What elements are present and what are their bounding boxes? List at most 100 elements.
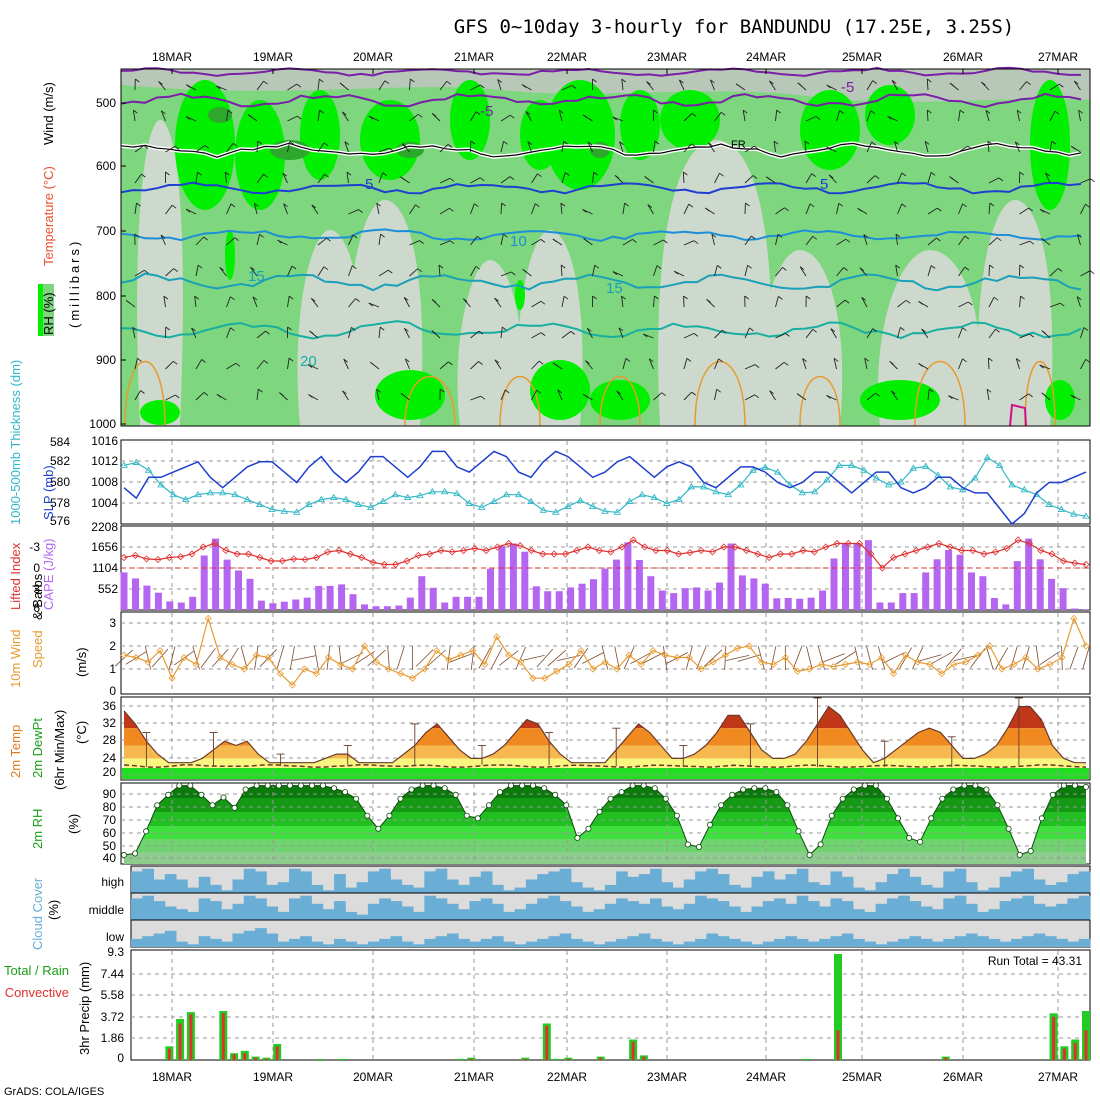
wind-barb-flag [352,265,357,270]
cloud-bar-middle [920,906,933,920]
cloud-bar-low [289,938,301,947]
rh-line [123,785,1087,856]
li-marker [165,553,173,562]
wind-barb-flag [565,172,570,176]
wind-barb-flag [693,240,699,245]
cloud-bar-high [243,868,256,893]
cloud-bar-low [232,933,245,947]
thickness-marker [847,461,856,468]
wind-barb [714,389,718,401]
wind10-barb [367,649,386,667]
cloud-bar-low [1022,936,1034,947]
rh-marker [441,785,448,792]
rh-marker [275,782,282,789]
wind-barb-flag [560,264,566,269]
cloud-cover-panel: high middle low Cloud Cover (%) [30,865,1091,950]
wind-barb [653,295,655,308]
wind-barb-flag [137,357,142,362]
date-label-top: 23MAR [647,50,687,64]
cape-bar [979,576,987,610]
wind-barb-flag [859,267,865,272]
tick-label: 3.72 [101,1010,125,1024]
cape-bar [429,587,437,610]
wind-barb [775,361,785,370]
wind-barb-flag [927,109,932,114]
rh-marker [463,812,470,819]
wind-barb [439,144,449,153]
cloud-bar-high [322,890,335,893]
wind-barb [500,114,511,122]
cloud-bar-middle [841,901,854,920]
wind-barb-flag [1060,302,1065,307]
wind-barb [343,358,349,370]
cape-bar [899,593,907,610]
wind-barb-flag [296,83,302,88]
date-label-bottom: 26MAR [943,1070,983,1084]
wind-barb [1016,110,1020,122]
wind10-barb [338,646,343,670]
contour-label: 15 [248,268,265,285]
wind-marker [757,658,765,666]
cloud-bar-middle [164,906,177,920]
wind-barb [612,116,624,122]
rh-marker [574,834,581,841]
moist-patch [620,90,660,160]
wind-marker [637,660,645,668]
wind-barb-flag [1041,330,1047,334]
cloud-bar-middle [142,895,154,920]
wind-barb [653,141,656,153]
wind-barb [958,301,969,308]
cloud-bar-middle [706,898,719,920]
precip-total-bar [834,954,842,1060]
cloud-bar-middle [537,898,549,920]
cloud-bar-low [367,941,380,947]
wind-barb [252,296,258,308]
li-marker [233,550,241,558]
wind-marker [204,614,212,622]
wind-barb [470,177,481,184]
cloud-bar-middle [187,911,200,920]
wind-barb [348,234,354,246]
thickness-marker [354,500,363,507]
wind-barb-flag [937,207,942,212]
wind-barb-flag [173,360,178,365]
wind-barb-flag [158,81,163,85]
wind-barb-flag [480,395,486,400]
wind-barb [805,173,813,184]
thickness-marker [995,461,1004,468]
warm-contour [124,361,166,427]
li-marker [369,558,377,566]
wind-barb-flag [291,265,297,270]
thickness-marker [317,495,326,503]
wind-barb-flag [1045,172,1050,177]
wind-barb [643,333,654,339]
wind-barb-flag [219,267,224,271]
date-label-top: 21MAR [454,50,494,64]
wind-barb-flag [265,330,270,335]
wind-marker [914,658,922,666]
thickness-marker [601,507,609,514]
cloud-bar-low [841,933,854,947]
wind-barb-flag [1077,234,1082,238]
cloud-bar-high [785,874,798,893]
wind10-barb [396,646,405,670]
cloud-bar-middle [379,898,391,920]
wind10-barb [200,648,216,668]
rh-marker [784,802,791,809]
wind-barb [561,172,566,184]
precip-conv-bar [631,1041,635,1060]
wind-barb [897,172,903,184]
wind-barb-flag [711,233,717,238]
wind-barb [317,266,325,277]
li-marker [969,546,977,555]
rh-marker [143,828,150,835]
wind-barb [621,296,624,308]
wind10-barb [1035,646,1040,670]
wind-barb [531,300,542,308]
wind-barb-flag [571,85,577,89]
wind-barb [409,268,418,277]
wind10-barb [547,649,567,667]
cape-bar [1036,559,1044,610]
li-marker [527,546,535,555]
